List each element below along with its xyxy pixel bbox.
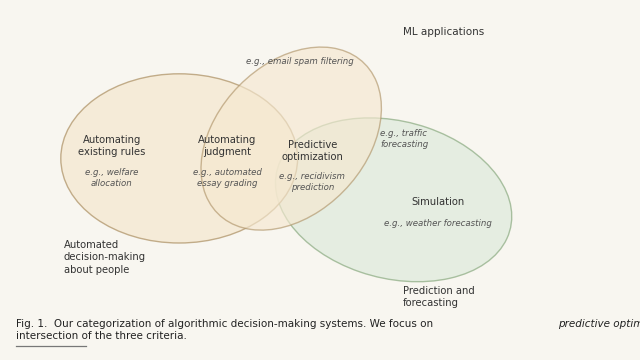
Text: predictive optimization: predictive optimization <box>559 319 640 329</box>
Text: ML applications: ML applications <box>403 27 484 37</box>
Text: intersection of the three criteria.: intersection of the three criteria. <box>16 331 187 341</box>
Text: e.g., automated
essay grading: e.g., automated essay grading <box>193 168 262 188</box>
Ellipse shape <box>61 74 298 243</box>
Text: Automating
judgment: Automating judgment <box>198 135 257 157</box>
Text: Fig. 1.  Our categorization of algorithmic decision-making systems. We focus on: Fig. 1. Our categorization of algorithmi… <box>16 319 436 329</box>
Text: Simulation: Simulation <box>412 197 465 207</box>
Text: e.g., weather forecasting: e.g., weather forecasting <box>385 219 492 228</box>
Ellipse shape <box>275 118 512 282</box>
Text: Prediction and
forecasting: Prediction and forecasting <box>403 286 475 308</box>
Text: Automated
decision-making
about people: Automated decision-making about people <box>64 240 146 275</box>
Text: e.g., email spam filtering: e.g., email spam filtering <box>246 57 353 66</box>
Text: Automating
existing rules: Automating existing rules <box>78 135 146 157</box>
Ellipse shape <box>201 47 381 230</box>
Text: e.g., traffic
forecasting: e.g., traffic forecasting <box>380 129 428 149</box>
Text: Ag: Ag <box>16 319 29 329</box>
Text: e.g., recidivism
prediction: e.g., recidivism prediction <box>280 172 345 192</box>
Text: Predictive
optimization: Predictive optimization <box>282 140 343 162</box>
Text: e.g., welfare
allocation: e.g., welfare allocation <box>85 168 139 188</box>
